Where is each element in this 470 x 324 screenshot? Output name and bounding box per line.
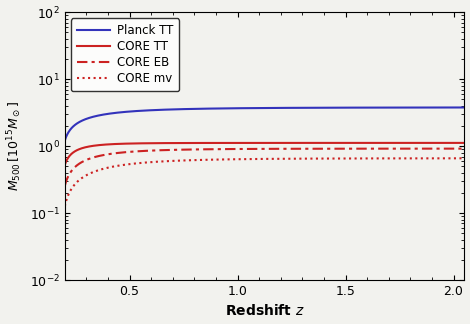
CORE mv — [103, 166, 109, 170]
CORE EB — [374, 147, 379, 151]
CORE mv — [374, 156, 379, 160]
X-axis label: Redshift $z$: Redshift $z$ — [225, 304, 305, 318]
Line: CORE EB: CORE EB — [65, 149, 464, 186]
CORE mv — [62, 204, 68, 208]
Planck TT — [224, 106, 229, 110]
Line: CORE TT: CORE TT — [65, 143, 464, 165]
CORE TT — [381, 141, 386, 145]
Line: CORE mv: CORE mv — [65, 158, 464, 206]
Planck TT — [238, 106, 243, 110]
Legend: Planck TT, CORE TT, CORE EB, CORE mv: Planck TT, CORE TT, CORE EB, CORE mv — [70, 18, 179, 91]
CORE EB — [381, 147, 386, 151]
CORE mv — [462, 156, 467, 160]
Planck TT — [62, 139, 68, 143]
CORE TT — [224, 141, 229, 145]
CORE EB — [462, 147, 467, 151]
Planck TT — [381, 106, 386, 110]
CORE EB — [62, 184, 68, 188]
CORE TT — [462, 141, 467, 145]
Y-axis label: $M_{500}\,[10^{15}M_\odot]$: $M_{500}\,[10^{15}M_\odot]$ — [6, 101, 24, 191]
Planck TT — [374, 106, 379, 110]
Planck TT — [103, 112, 109, 116]
CORE EB — [103, 153, 109, 156]
CORE TT — [374, 141, 379, 145]
CORE EB — [238, 147, 243, 151]
Line: Planck TT: Planck TT — [65, 108, 464, 141]
CORE TT — [238, 141, 243, 145]
CORE EB — [337, 147, 342, 151]
CORE TT — [337, 141, 342, 145]
CORE mv — [381, 156, 386, 160]
Planck TT — [462, 106, 467, 110]
CORE mv — [224, 157, 229, 161]
CORE EB — [224, 147, 229, 151]
CORE mv — [337, 156, 342, 160]
CORE TT — [103, 143, 109, 146]
CORE TT — [62, 163, 68, 167]
CORE mv — [238, 157, 243, 161]
Planck TT — [337, 106, 342, 110]
